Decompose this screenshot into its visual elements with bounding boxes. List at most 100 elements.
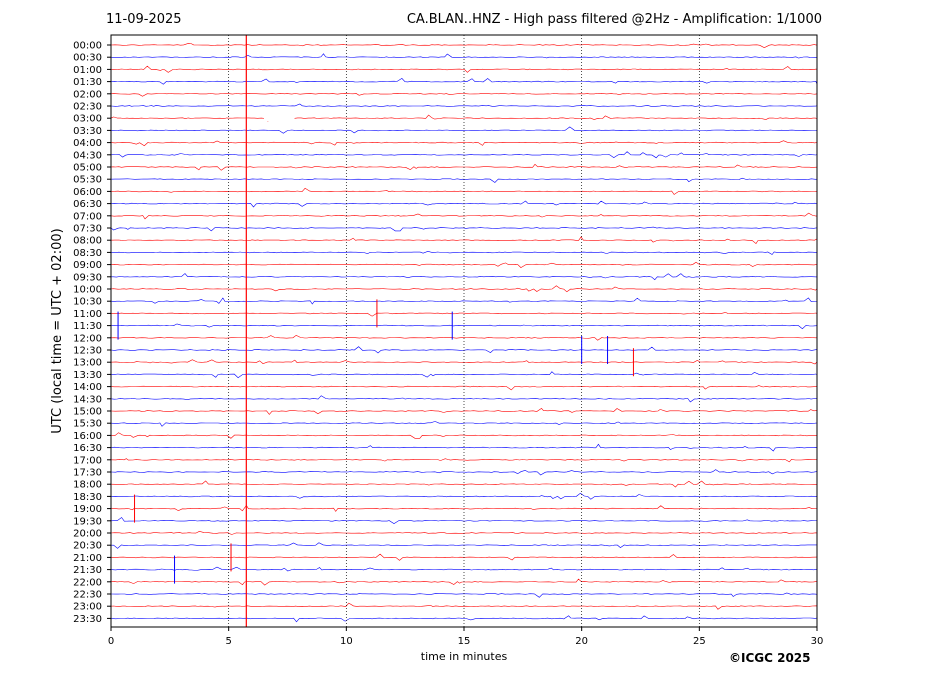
y-tick-label: 15:00	[73, 407, 102, 418]
y-tick-label: 10:00	[73, 285, 102, 296]
y-tick-label: 03:00	[73, 114, 102, 125]
y-tick-label: 12:00	[73, 333, 102, 344]
trace-row-2230	[110, 592, 818, 598]
event-mark	[263, 115, 295, 122]
y-tick-label: 05:00	[73, 163, 102, 174]
y-tick-label: 23:30	[73, 614, 102, 625]
y-tick-label: 18:30	[73, 492, 102, 503]
chart-title: CA.BLAN..HNZ - High pass filtered @2Hz -…	[406, 12, 822, 27]
y-tick-label: 23:00	[73, 602, 102, 613]
trace-row-1900	[111, 504, 818, 512]
y-tick-label: 20:30	[73, 541, 102, 552]
y-tick-label: 08:30	[73, 248, 102, 259]
x-tick-label: 0	[108, 636, 114, 647]
trace-row-1000	[110, 285, 818, 293]
trace-row-1600	[110, 432, 818, 439]
trace-row-0900	[110, 261, 818, 268]
trace-row-0000	[110, 42, 817, 49]
trace-row-0130	[110, 78, 818, 85]
x-tick-label: 15	[458, 636, 471, 647]
y-tick-label: 07:30	[73, 224, 102, 235]
y-tick-label: 09:30	[73, 272, 102, 283]
y-tick-label: 13:30	[73, 370, 102, 381]
y-tick-label: 08:00	[73, 236, 102, 247]
event-layer	[117, 35, 634, 627]
x-tick-label: 10	[340, 636, 353, 647]
trace-row-0300	[110, 114, 818, 122]
trace-row-1700	[110, 458, 818, 463]
y-tick-label: 17:30	[73, 468, 102, 479]
trace-row-0630	[110, 200, 818, 208]
y-tick-label: 00:00	[73, 41, 102, 52]
y-tick-label: 02:30	[73, 102, 102, 113]
trace-row-0830	[110, 250, 818, 255]
y-tick-label: 14:00	[73, 382, 102, 393]
trace-row-1930	[110, 517, 817, 524]
y-tick-label: 05:30	[73, 175, 102, 186]
trace-row-0600	[110, 187, 818, 195]
y-tick-label: 22:30	[73, 590, 102, 601]
y-tick-label: 04:00	[73, 138, 102, 149]
trace-row-0530	[110, 177, 818, 183]
trace-row-1300	[110, 359, 818, 365]
y-tick-label: 04:30	[73, 150, 102, 161]
y-tick-label: 03:30	[73, 126, 102, 137]
y-tick-label: 02:00	[73, 89, 102, 100]
trace-row-1330	[110, 371, 818, 379]
trace-row-1030	[110, 297, 817, 305]
grid-layer	[228, 35, 700, 627]
y-tick-label: 07:00	[73, 211, 102, 222]
y-tick-label: 21:30	[73, 565, 102, 576]
x-tick-label: 5	[225, 636, 231, 647]
y-tick-label: 09:00	[73, 260, 102, 271]
trace-row-1200	[110, 334, 817, 341]
trace-row-1130	[110, 323, 818, 330]
trace-row-0430	[110, 151, 818, 159]
y-tick-label: 15:30	[73, 419, 102, 430]
y-tick-label: 19:30	[73, 516, 102, 527]
trace-row-0930	[111, 273, 818, 281]
y-tick-label: 19:00	[73, 504, 102, 515]
trace-row-0730	[110, 226, 818, 232]
y-tick-label: 06:00	[73, 187, 102, 198]
x-tick-label: 20	[575, 636, 588, 647]
trace-row-0500	[110, 163, 817, 171]
copyright-credit: ©ICGC 2025	[729, 651, 811, 665]
trace-row-1730	[110, 469, 818, 476]
y-tick-label: 16:30	[73, 443, 102, 454]
trace-row-1830	[110, 492, 818, 500]
trace-row-1800	[110, 480, 818, 488]
y-tick-label: 01:00	[73, 65, 102, 76]
x-axis: 0 5 10 15 20 25 30	[108, 627, 824, 647]
y-tick-label: 06:30	[73, 199, 102, 210]
trace-row-1530	[110, 421, 818, 427]
y-tick-label: 12:30	[73, 346, 102, 357]
trace-row-2300	[110, 602, 818, 610]
y-tick-label: 10:30	[73, 297, 102, 308]
y-tick-label: 21:00	[73, 553, 102, 564]
trace-row-1100	[110, 312, 818, 317]
y-tick-label: 16:00	[73, 431, 102, 442]
trace-row-1400	[110, 385, 817, 391]
trace-row-0400	[110, 140, 818, 147]
y-tick-label: 13:00	[73, 358, 102, 369]
y-tick-label: 20:00	[73, 529, 102, 540]
trace-row-0030	[110, 53, 818, 59]
trace-row-0100	[110, 65, 818, 73]
trace-row-0200	[110, 92, 818, 97]
trace-row-0230	[110, 103, 818, 107]
x-tick-label: 25	[693, 636, 706, 647]
trace-row-1430	[110, 395, 818, 403]
plot-frame	[110, 34, 818, 628]
trace-row-0700	[110, 212, 818, 220]
y-axis-label: UTC (local time = UTC + 02:00)	[50, 228, 65, 433]
trace-row-2000	[110, 530, 818, 535]
y-tick-label: 11:30	[73, 321, 102, 332]
trace-row-1230	[110, 346, 818, 354]
x-tick-label: 30	[811, 636, 824, 647]
trace-row-2330	[110, 615, 818, 623]
date-label: 11-09-2025	[106, 12, 182, 27]
y-tick-label: 00:30	[73, 53, 102, 64]
